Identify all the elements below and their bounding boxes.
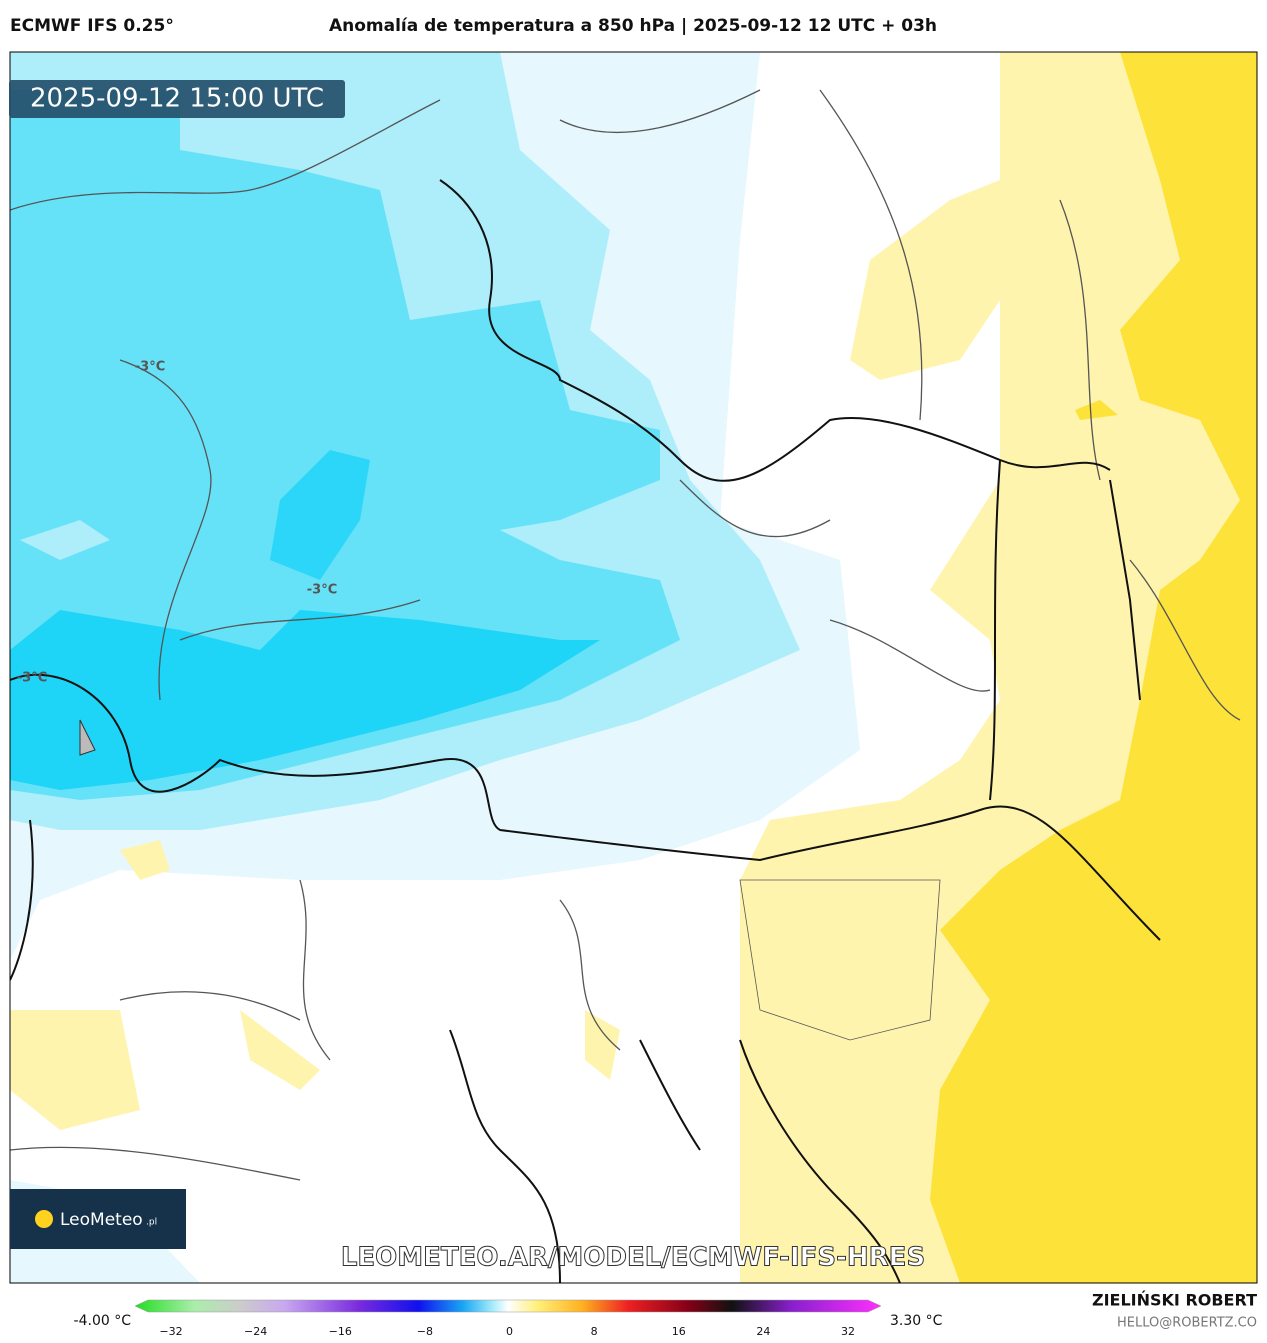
watermark: LEOMETEO.AR/MODEL/ECMWF-IFS-HRES — [341, 1243, 925, 1273]
colorbar-tick-label: −16 — [329, 1325, 352, 1338]
colorbar-tick-label: −32 — [159, 1325, 182, 1338]
email: HELLO@ROBERTZ.CO — [1117, 1316, 1257, 1331]
colorbar-min: -4.00 °C — [74, 1313, 132, 1329]
contour-label: -3°C — [135, 360, 165, 375]
valid-time: 2025-09-12 15:00 UTC — [30, 84, 324, 114]
contour-label: -3°C — [307, 583, 337, 598]
logo-sun — [35, 1210, 53, 1228]
logo-suffix: .pl — [146, 1218, 157, 1228]
map — [10, 52, 1257, 1283]
author: ZIELIŃSKI ROBERT — [1092, 1291, 1257, 1310]
colorbar-tick-label: 0 — [506, 1325, 513, 1338]
colorbar-tick-label: 8 — [591, 1325, 598, 1338]
colorbar-tick-label: 16 — [672, 1325, 686, 1338]
colorbar — [134, 1299, 882, 1313]
contour-label: -3°C — [17, 671, 47, 686]
map-frame — [9, 51, 1258, 1284]
time-badge — [9, 80, 345, 118]
colorbar-tick-label: −24 — [244, 1325, 267, 1338]
colorbar-tick-label: 24 — [756, 1325, 770, 1338]
colorbar-max: 3.30 °C — [890, 1313, 943, 1329]
map-title: Anomalía de temperatura a 850 hPa | 2025… — [329, 16, 937, 36]
colorbar-ticks: −32 −24 −16 −8 0 8 16 24 32 — [159, 1325, 855, 1338]
logo-name: LeoMeteo — [60, 1210, 143, 1230]
model-name: ECMWF IFS 0.25° — [10, 16, 174, 36]
colorbar-tick-label: 32 — [841, 1325, 855, 1338]
colorbar-tick-label: −8 — [417, 1325, 433, 1338]
